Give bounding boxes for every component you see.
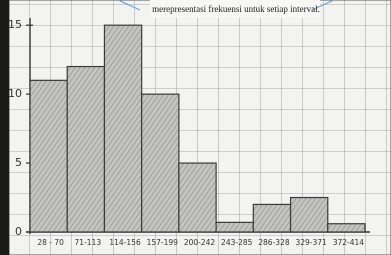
x-tick-label: 286-328 [258,238,290,247]
bar [253,204,290,232]
x-tick-label: 28 - 70 [37,238,64,247]
dark-edge [0,0,9,255]
y-tick-label: 15 [8,18,22,31]
bar [216,222,253,232]
x-tick-label: 157-199 [147,238,179,247]
bar [291,198,328,232]
bar [179,163,216,232]
bar [142,94,179,232]
y-tick-label: 0 [15,225,22,238]
bar [328,224,365,232]
x-tick-label: 372-414 [333,238,365,247]
x-tick-label: 329-371 [295,238,327,247]
bar [67,67,104,232]
x-tick-label: 71-113 [75,238,102,247]
page: merepresentasi frekuensi untuk setiap in… [0,0,391,255]
x-tick-label: 243-285 [221,238,253,247]
chart: merepresentasi frekuensi untuk setiap in… [0,0,391,255]
bar [30,80,67,232]
x-tick-label: 114-156 [109,238,141,247]
caption: merepresentasi frekuensi untuk setiap in… [152,4,320,14]
y-tick-label: 5 [15,156,22,169]
bar [104,25,141,232]
x-tick-label: 200-242 [184,238,216,247]
y-tick-label: 10 [8,87,22,100]
